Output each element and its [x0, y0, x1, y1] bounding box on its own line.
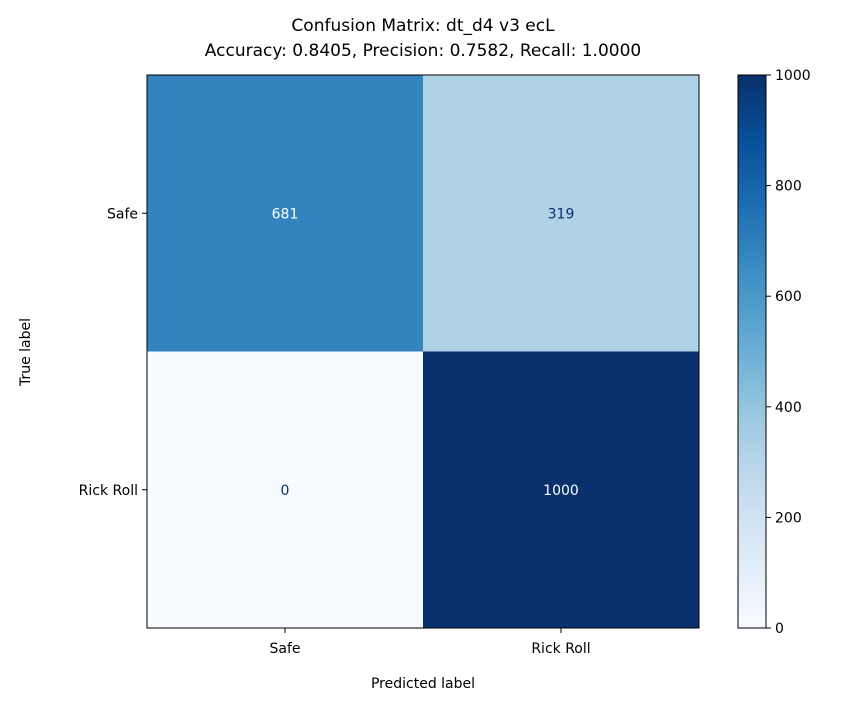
cell-value-label: 319: [548, 206, 575, 222]
x-axis-label: Predicted label: [371, 676, 475, 692]
colorbar-tick-label: 0: [775, 621, 784, 637]
colorbar-tick-label: 1000: [775, 68, 811, 84]
x-tick-label: Rick Roll: [531, 641, 590, 657]
cell-value-label: 1000: [543, 483, 579, 499]
colorbar-tick-label: 600: [775, 289, 802, 305]
colorbar-tick-label: 200: [775, 510, 802, 526]
cell-value-label: 681: [272, 206, 299, 222]
chart-title: Confusion Matrix: dt_d4 v3 ecL: [291, 16, 555, 36]
chart-subtitle: Accuracy: 0.8405, Precision: 0.7582, Rec…: [205, 41, 641, 61]
cell-value-label: 0: [281, 483, 290, 499]
plot-frame: [146, 74, 700, 629]
y-tick-label: Safe: [107, 206, 138, 222]
colorbar: [737, 74, 767, 629]
matrix-cell: [423, 351, 699, 628]
y-tick-label: Rick Roll: [79, 483, 138, 499]
matrix-cell: [147, 351, 423, 628]
colorbar-tick-label: 800: [775, 179, 802, 195]
matrix-cell: [423, 75, 699, 352]
y-axis-label: True label: [18, 318, 34, 387]
x-tick-label: Safe: [269, 641, 300, 657]
matrix-cell: [147, 75, 423, 352]
colorbar-tick-label: 400: [775, 400, 802, 416]
